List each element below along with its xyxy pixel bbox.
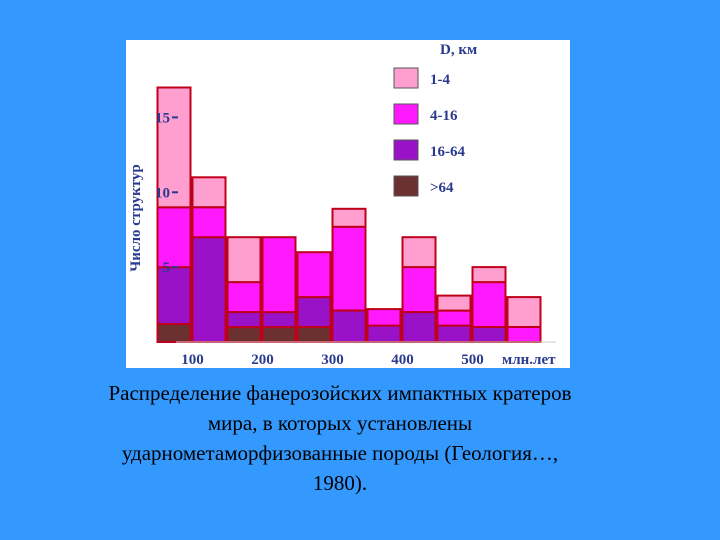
bar-segment-bin4-series3	[261, 236, 297, 314]
bar-segment-bin8-series4	[401, 236, 437, 269]
stacked-bar-chart: 5 10 15 100 200 300 400 500 Число структур млн…	[128, 42, 556, 368]
y-tick-label-2: 10	[155, 185, 170, 201]
bar-segment-bin4-series2	[261, 311, 297, 329]
bar-segment-bin3-series2	[226, 311, 262, 329]
caption: Распределение фанерозойских импактных кр…	[0, 378, 680, 498]
bar-segment-bin9-series4	[436, 294, 472, 312]
bar-segment-bin1-series2	[156, 266, 192, 326]
legend-swatch-3	[393, 139, 419, 161]
bar-segment-bin8-series2	[401, 311, 437, 344]
bar-segment-bin1-series3	[156, 206, 192, 269]
bar-segment-bin1-series4	[156, 86, 192, 209]
caption-line-3: ударнометаморфизованные породы (Геология…	[121, 441, 559, 465]
legend-label-4: >64	[430, 180, 454, 196]
bar-segment-bin3-series4	[226, 236, 262, 284]
bar-segment-bin4-series1	[261, 326, 297, 343]
chart-panel: 5 10 15 100 200 300 400 500 Число структур млн…	[126, 40, 570, 368]
bar-segment-bin5-series2	[296, 296, 332, 329]
bar-segment-bin3-series3	[226, 281, 262, 314]
legend-label-1: 1-4	[430, 72, 450, 88]
legend-swatch-1	[393, 67, 419, 89]
bar-segment-bin9-series3	[436, 309, 472, 327]
bar-segment-bin6-series4	[331, 207, 367, 228]
caption-line-1: Распределение фанерозойских импактных кр…	[108, 381, 572, 405]
legend-label-3: 16-64	[430, 144, 465, 160]
legend-swatch-2	[393, 103, 419, 125]
bar-segment-bin11-series4	[506, 296, 542, 329]
y-axis-label: Число структур	[128, 164, 144, 271]
bar-segment-bin1-series1	[156, 323, 192, 343]
bar-segment-bin11-series3	[506, 326, 542, 343]
y-tick-label-3: 15	[155, 110, 170, 126]
bar-segment-bin6-series3	[331, 225, 367, 312]
bar-segment-bin8-series3	[401, 266, 437, 314]
x-tick-label-3: 300	[321, 352, 344, 368]
bar-segment-bin10-series2	[471, 326, 507, 343]
legend-label-2: 4-16	[430, 108, 458, 124]
bar-segment-bin6-series2	[331, 309, 367, 344]
bar-segment-bin10-series3	[471, 281, 507, 329]
bar-segment-bin7-series2	[366, 324, 402, 343]
caption-line-2: мира, в которых установлены	[207, 411, 473, 435]
bar-segment-bin2-series3	[191, 206, 227, 239]
x-tick-label-5: 500	[461, 352, 484, 368]
bar-segment-bin2-series4	[191, 176, 227, 209]
legend: 1-4 4-16 16-64 >64	[393, 67, 465, 197]
bar-segment-bin7-series3	[366, 308, 402, 327]
bar-segment-bin10-series4	[471, 266, 507, 284]
legend-swatch-4	[393, 175, 419, 197]
x-tick-label-1: 100	[181, 352, 204, 368]
bar-segment-bin9-series2	[436, 324, 472, 343]
legend-title: D, км	[440, 42, 477, 58]
caption-line-4: 1980).	[312, 471, 368, 495]
bar-segment-bin3-series1	[226, 326, 262, 343]
bar-segment-bin5-series3	[296, 251, 332, 299]
x-tick-label-4: 400	[391, 352, 414, 368]
y-tick-label-1: 5	[163, 260, 171, 276]
x-axis-label: млн.лет	[502, 352, 556, 368]
x-tick-label-2: 200	[251, 352, 274, 368]
bar-segment-bin2-series2	[191, 236, 227, 343]
bar-segment-bin5-series1	[296, 326, 332, 343]
